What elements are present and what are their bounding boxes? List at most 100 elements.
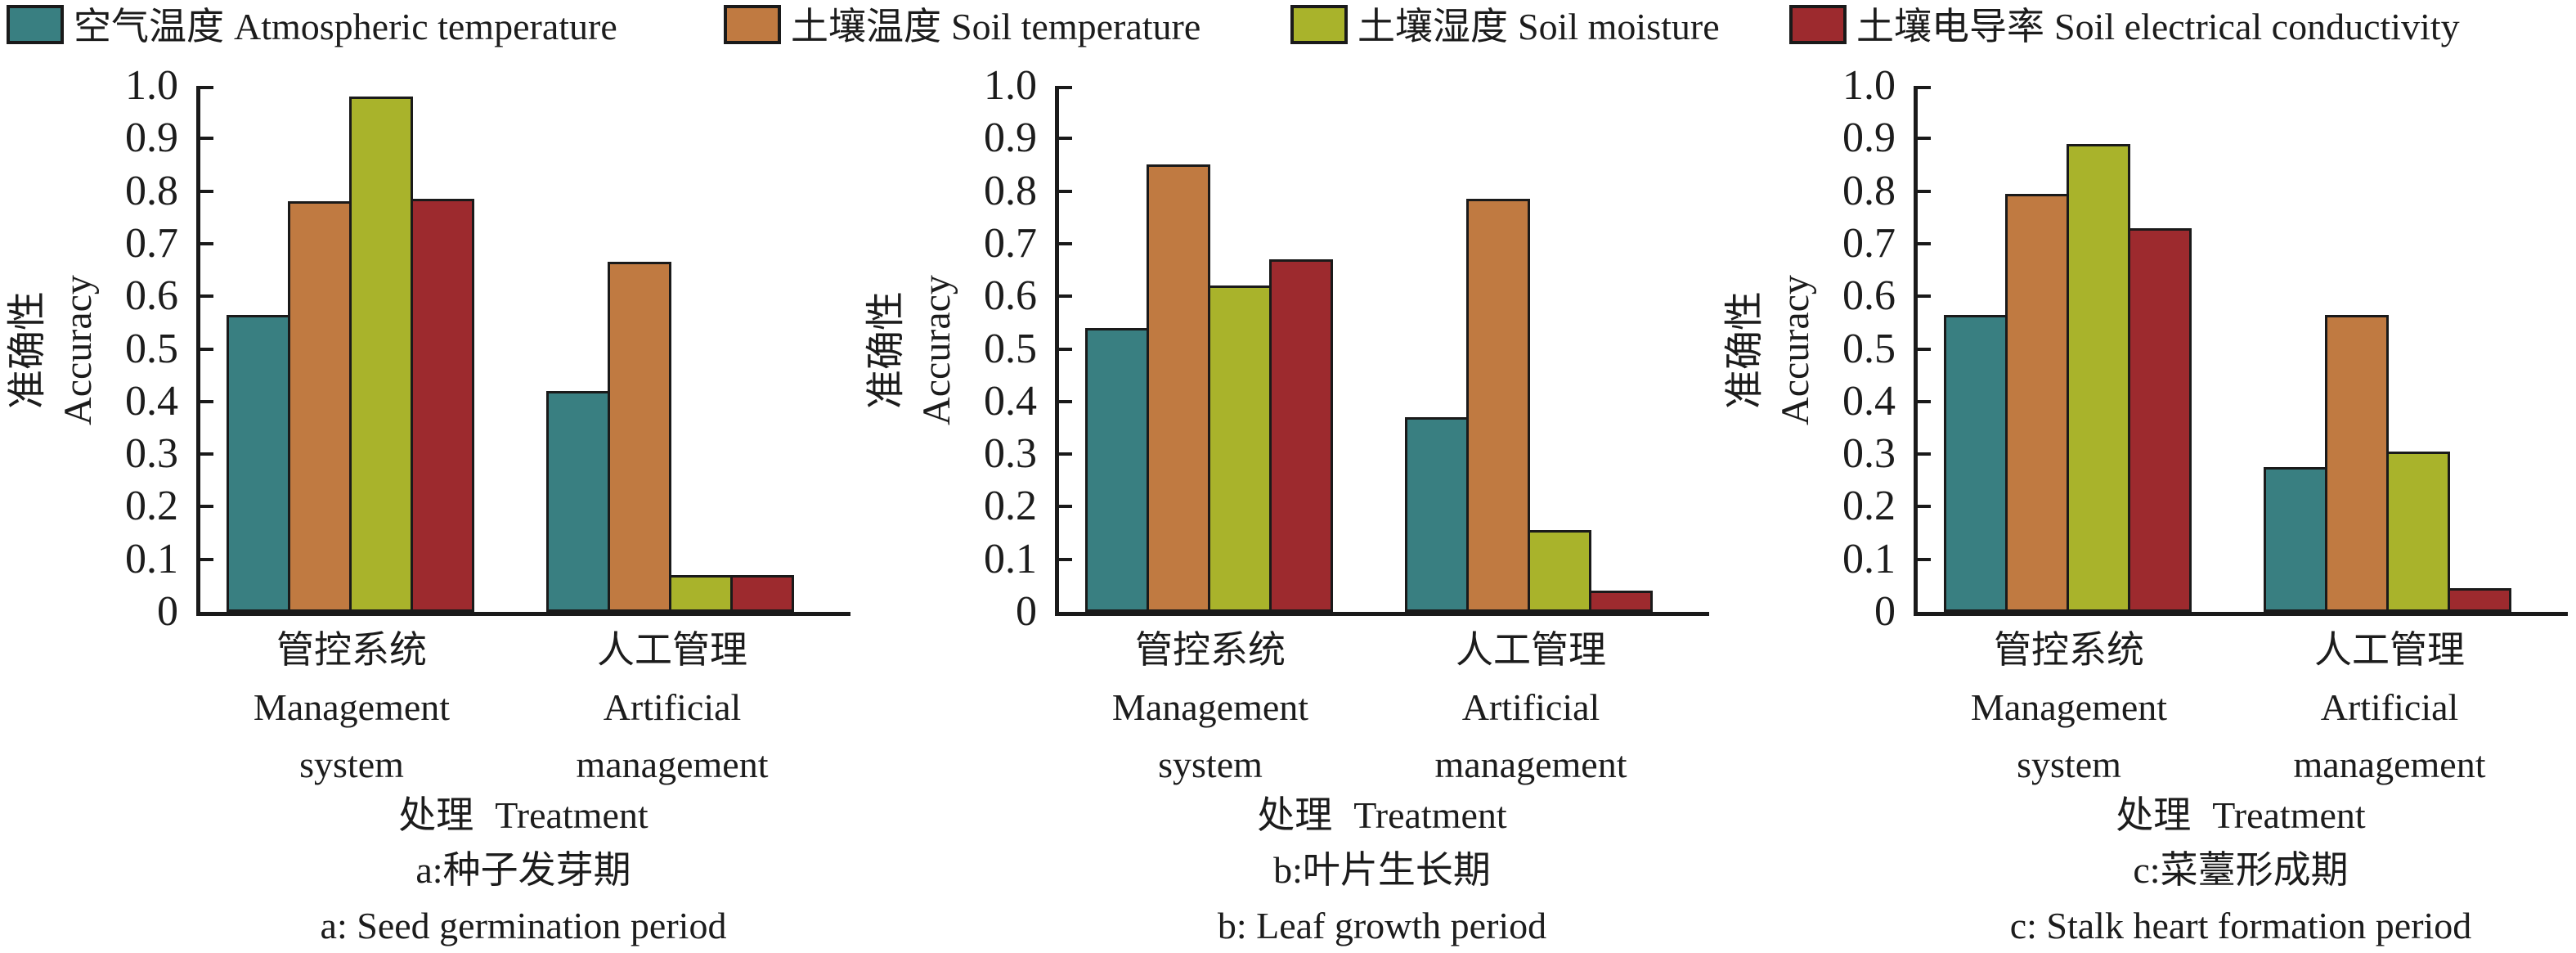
y-tick-label: 0.3 [1842,430,1896,478]
y-tick-label: 0.5 [984,325,1037,372]
y-tick-label: 0 [1874,588,1896,635]
y-tick-label: 1.0 [1842,62,1896,109]
bar-atmospheric-temperature [546,391,610,612]
y-tick-label: 0.8 [125,167,178,214]
y-tick-labels: 1.0 0.9 0.8 0.7 0.6 0.5 0.4 0.3 0.2 0.1 0 [1717,62,1904,635]
bar-soil-electrical-conductivity [411,199,474,612]
category-label-en: Artificial [603,686,742,728]
bar-soil-moisture [2386,452,2450,612]
x-axis-title-en: Treatment [2212,794,2366,836]
y-tick-labels: 1.0 0.9 0.8 0.7 0.6 0.5 0.4 0.3 0.2 0.1 0 [859,62,1045,635]
x-axis-title: 处理 Treatment [319,792,728,839]
category-label-en: management [2293,744,2486,785]
y-tick-label: 0.5 [125,325,178,372]
y-tick-label: 0.4 [984,377,1037,425]
legend-label-en: Soil temperature [951,6,1201,47]
bar-soil-moisture [2067,144,2130,612]
panel-caption-zh: b:叶片生长期 [1273,849,1491,891]
legend-label-zh: 空气温度 [74,6,224,47]
bar-soil-electrical-conductivity [1269,259,1333,612]
category-label-en: Management [1111,686,1309,728]
panel-caption-en: b: Leaf growth period [1217,905,1547,946]
y-axis-tick [1918,557,1931,561]
y-tick-label: 0.2 [984,483,1037,530]
category-label-zh: 管控系统 [1994,629,2144,671]
y-axis-tick [1059,399,1072,403]
legend-item-soil-moisture: 土壤湿度 Soil moisture [1290,5,1720,52]
y-axis-tick [1059,294,1072,299]
panel-caption-en: a: Seed germination period [320,905,727,946]
legend: 空气温度 Atmospheric temperature 土壤温度 Soil tem… [0,5,2576,52]
y-axis-tick [200,557,213,561]
y-axis-tick [1918,137,1931,141]
bar-atmospheric-temperature [1405,417,1469,612]
y-axis-tick [1918,399,1931,403]
bar-soil-moisture [349,97,413,612]
y-tick-label: 0.1 [125,535,178,582]
legend-item-soil-temperature: 土壤温度 Soil temperature [724,5,1200,52]
y-tick-label: 0.9 [125,115,178,162]
panel-caption-en: c: Stalk heart formation period [2009,905,2472,946]
y-tick-label: 0.5 [1842,325,1896,372]
plot-area [1914,86,2568,616]
y-axis-tick [1059,557,1072,561]
bar-atmospheric-temperature [1944,315,2008,612]
x-axis-title-zh: 处理 [2116,794,2192,836]
y-axis-tick [1059,347,1072,351]
y-axis-tick [1059,452,1072,456]
y-axis-tick [200,86,213,89]
y-axis-tick [1059,189,1072,193]
x-category-artificial-management: 人工管理 Artificial management [1326,622,1735,793]
bar-soil-electrical-conductivity [730,575,794,612]
y-axis-tick [200,241,213,245]
y-tick-label: 0.3 [125,430,178,478]
x-axis-title-en: Treatment [495,794,648,836]
category-label-en: system [299,744,404,785]
y-tick-label: 0.6 [125,272,178,320]
y-tick-label: 0.8 [1842,167,1896,214]
y-axis-tick [1918,189,1931,193]
category-label-en: Management [253,686,451,728]
category-label-en: Management [1970,686,2168,728]
y-tick-label: 0.7 [125,219,178,267]
category-label-en: system [1158,744,1263,785]
legend-item-atmospheric-temperature: 空气温度 Atmospheric temperature [7,5,617,52]
category-label-zh: 人工管理 [2314,629,2465,671]
y-tick-label: 0.6 [1842,272,1896,320]
y-axis-tick [200,399,213,403]
x-category-management-system: 管控系统 Management system [147,622,556,793]
x-category-management-system: 管控系统 Management system [1865,622,2273,793]
y-tick-label: 0.9 [984,115,1037,162]
bar-atmospheric-temperature [2264,467,2327,612]
y-axis-tick [1918,86,1931,89]
legend-label-en: Soil electrical conductivity [2054,6,2460,47]
y-axis-tick [1059,137,1072,141]
panel-caption-zh: a:种子发芽期 [415,849,631,891]
y-tick-label: 0.7 [984,219,1037,267]
category-label-zh: 管控系统 [1135,629,1286,671]
x-axis-title: 处理 Treatment [1178,792,1586,839]
bar-soil-temperature [608,262,671,612]
category-label-en: management [1434,744,1627,785]
plot-area [196,86,850,616]
y-axis-tick [1918,347,1931,351]
legend-swatch-soil-electrical-conductivity [1789,5,1847,44]
x-category-artificial-management: 人工管理 Artificial management [2185,622,2576,793]
x-category-artificial-management: 人工管理 Artificial management [468,622,877,793]
plot-area [1055,86,1709,616]
y-tick-label: 0.6 [984,272,1037,320]
x-axis-title: 处理 Treatment [2036,792,2445,839]
y-tick-label: 0.1 [1842,535,1896,582]
bar-soil-temperature [1147,164,1210,612]
y-tick-label: 0.3 [984,430,1037,478]
legend-swatch-atmospheric-temperature [7,5,64,44]
category-label-en: Artificial [1461,686,1600,728]
bar-soil-moisture [669,575,733,612]
y-tick-labels: 1.0 0.9 0.8 0.7 0.6 0.5 0.4 0.3 0.2 0.1 0 [0,62,186,635]
y-axis-tick [1059,241,1072,245]
bar-atmospheric-temperature [227,315,290,612]
chart-panel-b: 准确性 Accuracy 1.0 0.9 0.8 0.7 0.6 0.5 0.4 0.3 0.2… [859,49,1717,953]
y-tick-label: 1.0 [125,62,178,109]
y-axis-tick [1918,505,1931,509]
y-axis-tick [1918,294,1931,299]
